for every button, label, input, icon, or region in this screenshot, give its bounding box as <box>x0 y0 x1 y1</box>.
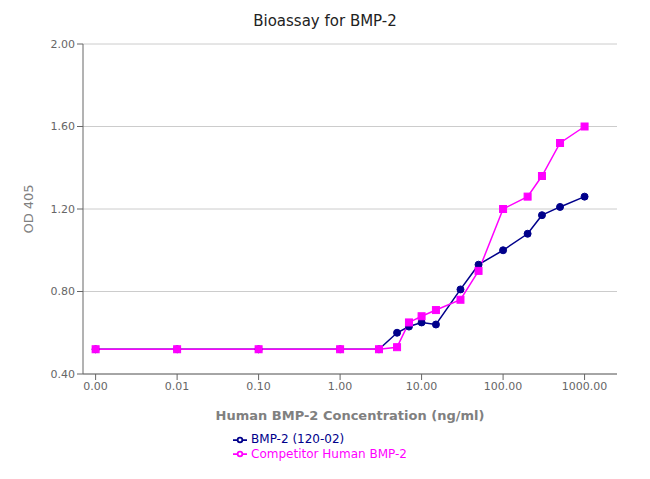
svg-text:0.10: 0.10 <box>246 380 271 393</box>
svg-text:Human BMP-2 Concentration (ng/: Human BMP-2 Concentration (ng/ml) <box>216 408 485 423</box>
svg-text:0.01: 0.01 <box>165 380 190 393</box>
svg-text:100.00: 100.00 <box>484 380 523 393</box>
svg-text:1.00: 1.00 <box>328 380 353 393</box>
html-text:Bioassay for BMP-2: Bioassay for BMP-2 <box>253 12 397 30</box>
html-text:BMP-2 (120-02): BMP-2 (120-02) <box>251 432 345 446</box>
svg-text:0.80: 0.80 <box>51 285 76 298</box>
svg-text:OD 405: OD 405 <box>21 184 36 233</box>
svg-text:1000.00: 1000.00 <box>562 380 608 393</box>
svg-text:2.00: 2.00 <box>51 38 76 51</box>
svg-text:1.20: 1.20 <box>51 203 76 216</box>
svg-text:1.60: 1.60 <box>51 120 76 133</box>
svg-text:0.40: 0.40 <box>51 368 76 381</box>
svg-text:0.00: 0.00 <box>83 380 108 393</box>
svg-text:10.00: 10.00 <box>406 380 438 393</box>
html-text:Competitor Human BMP-2: Competitor Human BMP-2 <box>251 446 407 461</box>
